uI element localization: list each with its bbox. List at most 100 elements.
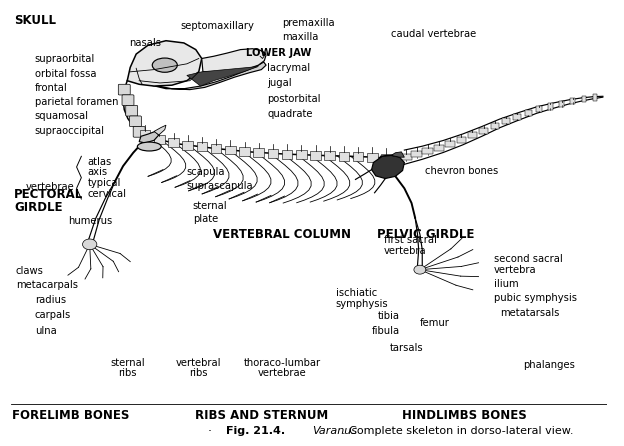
Text: ribs: ribs	[190, 368, 208, 378]
Text: septomaxillary: septomaxillary	[181, 21, 255, 32]
FancyBboxPatch shape	[339, 152, 349, 161]
Bar	[468, 132, 477, 138]
FancyBboxPatch shape	[324, 151, 335, 160]
Text: ·: ·	[208, 425, 212, 438]
Text: ischiatic: ischiatic	[336, 288, 377, 298]
Text: HINDLIMBS BONES: HINDLIMBS BONES	[402, 409, 527, 421]
Text: ribs: ribs	[118, 368, 137, 378]
Bar	[559, 100, 564, 107]
Text: vertebrae: vertebrae	[26, 182, 75, 191]
Polygon shape	[391, 152, 404, 157]
Text: RIBS AND STERNUM: RIBS AND STERNUM	[195, 409, 328, 421]
FancyBboxPatch shape	[154, 135, 165, 144]
Text: orbital fossa: orbital fossa	[35, 69, 96, 78]
Bar	[593, 95, 597, 101]
Text: phalanges: phalanges	[524, 360, 575, 370]
Text: symphysis: symphysis	[336, 299, 389, 309]
Text: parietal foramen: parietal foramen	[35, 97, 119, 107]
Bar	[525, 110, 532, 116]
Text: tibia: tibia	[378, 311, 399, 322]
FancyBboxPatch shape	[282, 150, 293, 159]
Bar	[411, 151, 422, 157]
Bar	[570, 98, 575, 104]
Text: . Complete skeleton in dorso-lateral view.: . Complete skeleton in dorso-lateral vie…	[342, 426, 573, 436]
Text: supraorbital: supraorbital	[35, 54, 95, 64]
FancyBboxPatch shape	[182, 140, 193, 149]
Text: humerus: humerus	[67, 216, 112, 226]
FancyBboxPatch shape	[168, 138, 179, 147]
Text: fibula: fibula	[372, 326, 400, 336]
Text: squamosal: squamosal	[35, 112, 89, 121]
Bar	[457, 137, 466, 143]
Text: ilium: ilium	[494, 279, 519, 289]
Text: vertebrae: vertebrae	[258, 368, 306, 378]
Text: Varanus: Varanus	[312, 426, 357, 436]
Text: second sacral: second sacral	[494, 255, 562, 264]
Polygon shape	[202, 49, 266, 72]
Text: sternal: sternal	[193, 201, 227, 211]
Text: maxilla: maxilla	[282, 32, 319, 42]
Bar	[502, 118, 510, 124]
Text: supraoccipital: supraoccipital	[35, 125, 105, 136]
Bar	[422, 148, 433, 154]
Text: quadrate: quadrate	[267, 109, 313, 119]
FancyBboxPatch shape	[129, 116, 142, 127]
Text: jugal: jugal	[267, 78, 292, 88]
Text: femur: femur	[419, 318, 449, 328]
Text: pubic symphysis: pubic symphysis	[494, 293, 577, 303]
Bar	[536, 106, 542, 112]
Text: atlas: atlas	[87, 157, 112, 167]
Text: premaxilla: premaxilla	[282, 18, 335, 28]
Text: tarsals: tarsals	[389, 343, 423, 353]
Bar	[548, 103, 553, 110]
FancyBboxPatch shape	[126, 105, 138, 116]
Polygon shape	[139, 132, 159, 143]
Polygon shape	[127, 41, 202, 86]
Polygon shape	[139, 62, 266, 90]
Circle shape	[82, 239, 97, 250]
FancyBboxPatch shape	[211, 144, 222, 153]
Bar	[490, 123, 499, 129]
Text: LOWER JAW: LOWER JAW	[246, 48, 312, 58]
Text: Fig. 21.4.: Fig. 21.4.	[226, 426, 285, 436]
FancyBboxPatch shape	[239, 147, 250, 156]
Polygon shape	[372, 155, 404, 178]
Text: FORELIMB BONES: FORELIMB BONES	[12, 409, 129, 421]
Polygon shape	[154, 125, 166, 135]
FancyBboxPatch shape	[367, 153, 378, 161]
Text: PECTORAL: PECTORAL	[14, 188, 83, 201]
Ellipse shape	[137, 142, 161, 151]
Text: frontal: frontal	[35, 83, 67, 93]
Text: typical: typical	[87, 178, 120, 188]
FancyBboxPatch shape	[122, 95, 134, 106]
FancyBboxPatch shape	[268, 149, 278, 158]
Text: axis: axis	[87, 167, 107, 178]
Text: vertebra: vertebra	[384, 246, 426, 256]
Text: plate: plate	[193, 214, 218, 223]
FancyBboxPatch shape	[225, 145, 236, 154]
Polygon shape	[187, 66, 258, 86]
FancyBboxPatch shape	[296, 150, 306, 159]
FancyBboxPatch shape	[133, 127, 145, 137]
Text: SKULL: SKULL	[14, 14, 56, 27]
Bar	[514, 114, 520, 120]
Text: caudal vertebrae: caudal vertebrae	[391, 29, 477, 39]
Text: cervical: cervical	[87, 189, 126, 198]
Text: suprascapula: suprascapula	[187, 181, 253, 191]
Text: nasals: nasals	[129, 38, 161, 48]
Text: metacarpals: metacarpals	[16, 280, 78, 290]
Text: postorbital: postorbital	[267, 94, 321, 103]
Bar	[582, 96, 586, 102]
Text: ulna: ulna	[35, 326, 57, 335]
Text: sternal: sternal	[110, 358, 145, 368]
Text: GIRDLE: GIRDLE	[14, 201, 62, 214]
Text: chevron bones: chevron bones	[425, 165, 499, 176]
Text: lacrymal: lacrymal	[267, 63, 310, 73]
Text: thoraco-lumbar: thoraco-lumbar	[243, 358, 321, 368]
Text: carpals: carpals	[35, 310, 71, 321]
FancyBboxPatch shape	[140, 130, 150, 139]
Text: VERTEBRAL COLUMN: VERTEBRAL COLUMN	[213, 227, 351, 240]
FancyBboxPatch shape	[310, 151, 321, 160]
Text: first sacral: first sacral	[384, 235, 436, 245]
FancyBboxPatch shape	[353, 152, 363, 161]
